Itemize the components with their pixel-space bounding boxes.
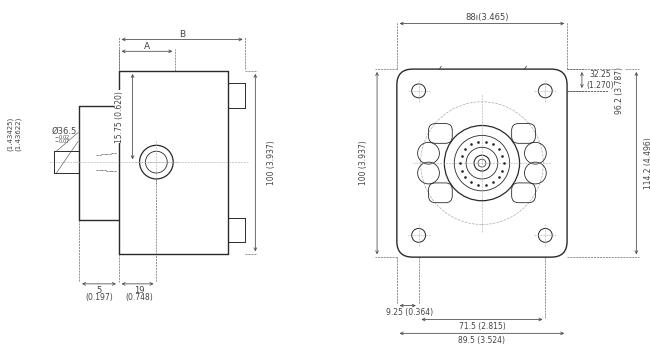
Text: 100 (3.937): 100 (3.937) — [359, 141, 368, 186]
Text: $^{-0.02}_{-0.07}$: $^{-0.02}_{-0.07}$ — [54, 134, 70, 147]
Text: (0.748): (0.748) — [125, 293, 153, 302]
Text: 5: 5 — [96, 286, 101, 295]
Text: (1.43622): (1.43622) — [14, 116, 21, 151]
Text: 100 (3.937): 100 (3.937) — [266, 140, 276, 185]
Text: 114.2 (4.496): 114.2 (4.496) — [644, 137, 650, 189]
Text: 89.5 (3.524): 89.5 (3.524) — [458, 336, 506, 345]
Text: 15.75 (0.620): 15.75 (0.620) — [115, 91, 124, 142]
Text: Ø36.5: Ø36.5 — [52, 127, 77, 136]
Text: 19: 19 — [135, 286, 145, 295]
Text: (1.43425): (1.43425) — [6, 116, 13, 150]
Text: 71.5 (2.815): 71.5 (2.815) — [459, 322, 505, 331]
Text: 9.25 (0.364): 9.25 (0.364) — [386, 308, 434, 317]
Text: B: B — [179, 30, 185, 39]
Text: 32.25
(1.270): 32.25 (1.270) — [586, 70, 614, 90]
Text: 88ı(3.465): 88ı(3.465) — [465, 13, 509, 22]
Text: 96.2 (3.787): 96.2 (3.787) — [615, 67, 624, 114]
Text: (0.197): (0.197) — [85, 293, 113, 302]
Text: A: A — [144, 42, 150, 51]
